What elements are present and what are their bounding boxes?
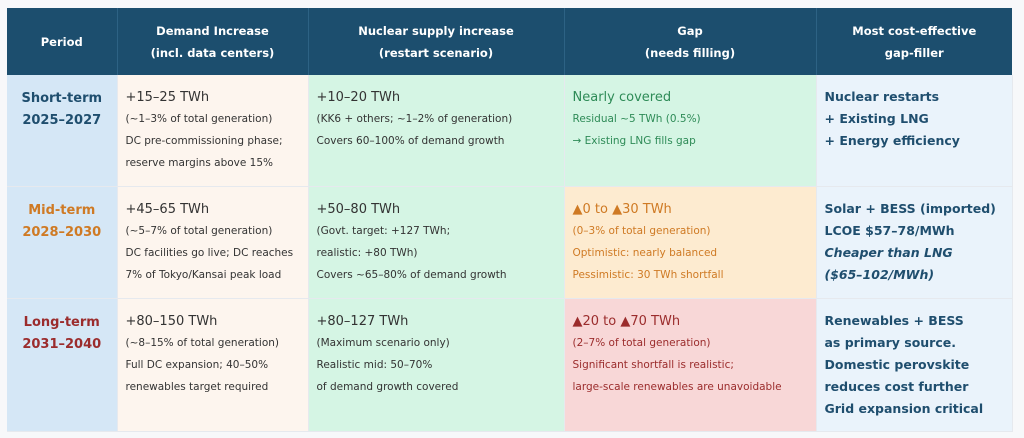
gap-filler-cell: Solar + BESS (imported) LCOE $57–78/MWh Ch… bbox=[816, 186, 1013, 299]
period-cell: Mid-term 2028–2030 bbox=[7, 186, 118, 299]
table-row: Short-term 2025–2027 +15–25 TWh (~1–3% of … bbox=[7, 75, 1013, 187]
cell-text: 2025–2027 bbox=[22, 113, 102, 128]
demand-cell: +45–65 TWh (~5–7% of total generation) DC … bbox=[117, 186, 309, 299]
cell-text: (restart scenario) bbox=[378, 45, 494, 60]
cell-text: +80–127 TWh bbox=[316, 313, 409, 329]
cell-text: DC pre-commissioning phase; bbox=[125, 135, 283, 147]
cell-text: reduces cost further bbox=[824, 378, 969, 394]
cell-text: DC facilities go live; DC reaches bbox=[125, 246, 294, 259]
gap-cell: Nearly covered Residual ~5 TWh (0.5%) → Ex… bbox=[564, 75, 817, 187]
gap-filler-cell: Nuclear restarts + Existing LNG + Energy e… bbox=[816, 75, 1013, 187]
period-cell: Short-term 2025–2027 bbox=[7, 75, 118, 187]
cell-text: gap-filler bbox=[884, 45, 944, 60]
cell-text: Residual ~5 TWh (0.5%) bbox=[572, 113, 701, 125]
cell-text: 2028–2030 bbox=[22, 224, 102, 240]
cell-text: Nuclear supply increase bbox=[358, 23, 514, 38]
cell-text: +50–80 TWh bbox=[316, 201, 401, 217]
cell-text: Pessimistic: 30 TWh shortfall bbox=[572, 268, 724, 281]
cell-text: +80–150 TWh bbox=[125, 313, 218, 329]
cell-text: → Existing LNG fills gap bbox=[572, 135, 696, 147]
cell-text: Full DC expansion; 40–50% bbox=[125, 358, 269, 371]
cell-text: realistic: +80 TWh) bbox=[316, 246, 418, 259]
cell-text: + Existing LNG bbox=[824, 111, 929, 126]
cell-text: + Energy efficiency bbox=[824, 133, 960, 148]
cell-text: (needs filling) bbox=[644, 45, 736, 60]
gap-cell: ▲20 to ▲70 TWh (2–7% of total generation)… bbox=[564, 298, 817, 432]
cell-text: Most cost-effective bbox=[852, 23, 977, 38]
nuclear-cell: +50–80 TWh (Govt. target: +127 TWh; realis… bbox=[308, 186, 565, 299]
cell-text: of demand growth covered bbox=[316, 380, 459, 393]
table-row: Long-term 2031–2040 +80–150 TWh (~8–15% of… bbox=[7, 298, 1013, 432]
cell-text: Grid expansion critical bbox=[824, 400, 984, 416]
gap-filler-cell: Renewables + BESS as primary source. Domes… bbox=[816, 298, 1013, 432]
cell-text: Gap bbox=[677, 23, 703, 38]
cell-text: reserve margins above 15% bbox=[125, 157, 274, 169]
cell-text: 7% of Tokyo/Kansai peak load bbox=[125, 268, 282, 281]
header-demand: Demand Increase (incl. data centers) bbox=[117, 8, 309, 75]
cell-text: +10–20 TWh bbox=[316, 90, 401, 105]
cell-text: (Maximum scenario only) bbox=[316, 336, 450, 349]
cell-text: Nearly covered bbox=[572, 90, 672, 105]
cell-text: Long-term bbox=[23, 314, 100, 330]
cell-text: 2031–2040 bbox=[22, 336, 102, 352]
cell-text: Demand Increase bbox=[156, 23, 269, 38]
cell-text: (~1–3% of total generation) bbox=[125, 113, 273, 125]
cell-text: (KK6 + others; ~1–2% of generation) bbox=[316, 113, 513, 125]
cell-text: (2–7% of total generation) bbox=[572, 336, 711, 349]
nuclear-cell: +80–127 TWh (Maximum scenario only) Realis… bbox=[308, 298, 565, 432]
cell-text: (0–3% of total generation) bbox=[572, 224, 711, 237]
cell-text: Nuclear restarts bbox=[824, 89, 940, 104]
cell-text: large-scale renewables are unavoidable bbox=[572, 380, 782, 393]
cell-text: (Govt. target: +127 TWh; bbox=[316, 224, 451, 237]
cell-text: (~8–15% of total generation) bbox=[125, 336, 280, 349]
cell-text: ▲20 to ▲70 TWh bbox=[572, 313, 681, 329]
cell-text: Cheaper than LNG bbox=[824, 244, 953, 260]
demand-cell: +15–25 TWh (~1–3% of total generation) DC … bbox=[117, 75, 309, 187]
cell-text: Optimistic: nearly balanced bbox=[572, 246, 718, 259]
header-gap-filler: Most cost-effective gap-filler bbox=[816, 8, 1012, 75]
header-gap: Gap (needs filling) bbox=[564, 8, 817, 75]
cell-text: Covers 60–100% of demand growth bbox=[316, 135, 505, 147]
cell-text: Mid-term bbox=[28, 202, 96, 218]
cell-text: LCOE $57–78/MWh bbox=[824, 222, 955, 238]
cell-text: Short-term bbox=[21, 91, 103, 106]
header-nuclear: Nuclear supply increase (restart scenario… bbox=[308, 8, 565, 75]
cell-text: ($65–102/MWh) bbox=[824, 266, 935, 282]
cell-text: Realistic mid: 50–70% bbox=[316, 358, 433, 371]
cell-text: ▲0 to ▲30 TWh bbox=[572, 201, 672, 217]
cell-text: Renewables + BESS bbox=[824, 312, 964, 328]
cell-text: Solar + BESS (imported) bbox=[824, 200, 996, 216]
table-row: Mid-term 2028–2030 +45–65 TWh (~5–7% of to… bbox=[7, 186, 1013, 299]
cell-text: Covers ~65–80% of demand growth bbox=[316, 268, 507, 281]
cell-text: Significant shortfall is realistic; bbox=[572, 358, 734, 371]
cell-text: (~5–7% of total generation) bbox=[125, 224, 273, 237]
cell-text: Period bbox=[40, 34, 83, 49]
cell-text: as primary source. bbox=[824, 334, 956, 350]
cell-text: renewables target required bbox=[125, 380, 269, 393]
cell-text: +45–65 TWh bbox=[125, 201, 210, 217]
nuclear-cell: +10–20 TWh (KK6 + others; ~1–2% of genera… bbox=[308, 75, 565, 187]
cell-text: Domestic perovskite bbox=[824, 356, 970, 372]
energy-gap-table: Period Demand Increase (incl. data center… bbox=[7, 8, 1013, 432]
cell-text: (incl. data centers) bbox=[150, 45, 275, 60]
header-row: Period Demand Increase (incl. data center… bbox=[7, 8, 1012, 75]
demand-cell: +80–150 TWh (~8–15% of total generation) F… bbox=[117, 298, 309, 432]
header-period: Period bbox=[7, 8, 118, 75]
cell-text: +15–25 TWh bbox=[125, 90, 210, 105]
period-cell: Long-term 2031–2040 bbox=[7, 298, 118, 432]
gap-cell: ▲0 to ▲30 TWh (0–3% of total generation) O… bbox=[564, 186, 817, 299]
